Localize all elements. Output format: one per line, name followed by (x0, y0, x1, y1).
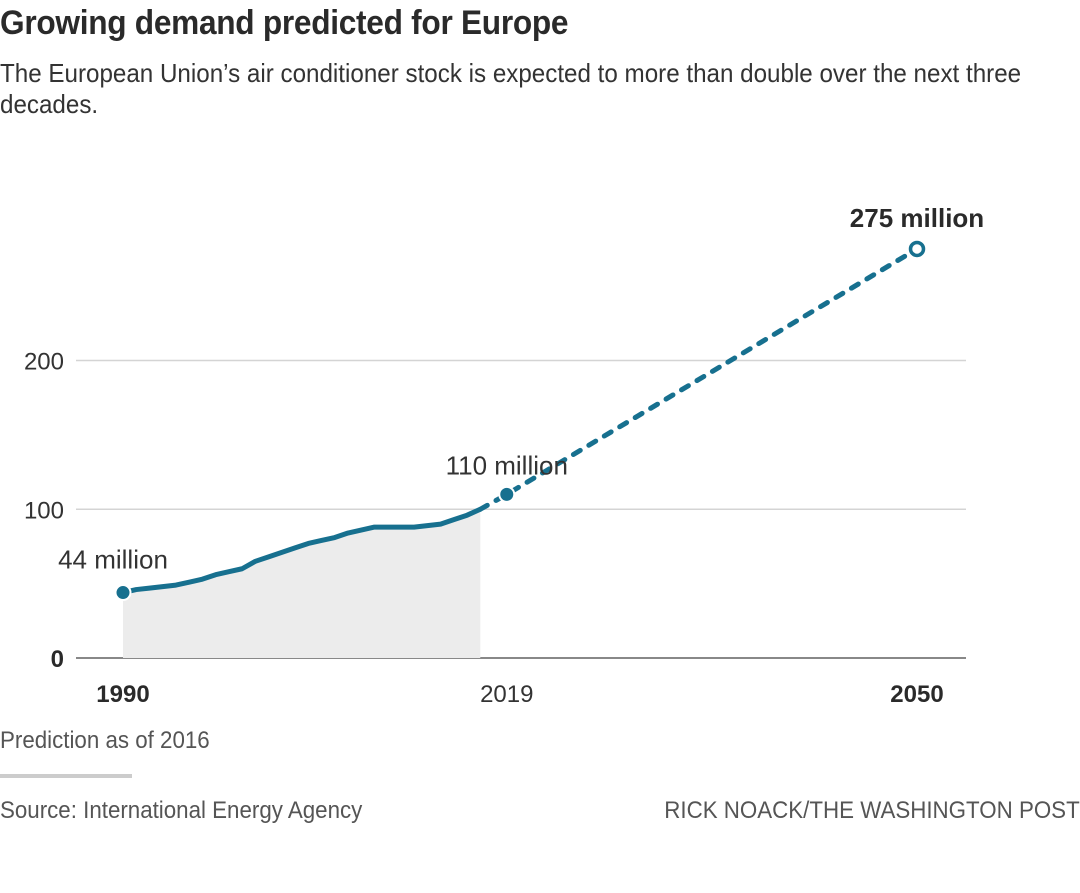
x-tick-label: 2050 (890, 681, 943, 708)
y-tick-label: 200 (24, 349, 64, 376)
data-point-marker (114, 584, 132, 602)
markers (114, 240, 926, 602)
chart-title: Growing demand predicted for Europe (0, 4, 569, 42)
x-tick-label: 1990 (96, 681, 149, 708)
historical-line (120, 506, 483, 596)
x-tick-label: 2019 (480, 681, 533, 708)
historical-area (123, 509, 481, 658)
footer-divider (0, 774, 132, 778)
y-tick-label: 100 (24, 497, 64, 524)
chart-subtitle: The European Union’s air conditioner sto… (0, 58, 1022, 119)
series-lines (120, 246, 920, 596)
source-text: Source: International Energy Agency (0, 797, 363, 824)
labels: 0 100 200 1990 2019 2050 44 million 110 million… (24, 203, 984, 708)
data-label: 275 million (850, 203, 984, 233)
data-label: 110 million (446, 450, 568, 480)
prediction-note: Prediction as of 2016 (0, 727, 210, 754)
data-point-marker (908, 240, 926, 258)
data-label: 44 million (58, 545, 168, 575)
y-tick-label: 0 (51, 646, 64, 673)
data-point-marker (498, 485, 516, 503)
credit-text: RICK NOACK/THE WASHINGTON POST (664, 797, 1080, 824)
area-layer (123, 509, 481, 658)
projection-line (477, 246, 920, 512)
